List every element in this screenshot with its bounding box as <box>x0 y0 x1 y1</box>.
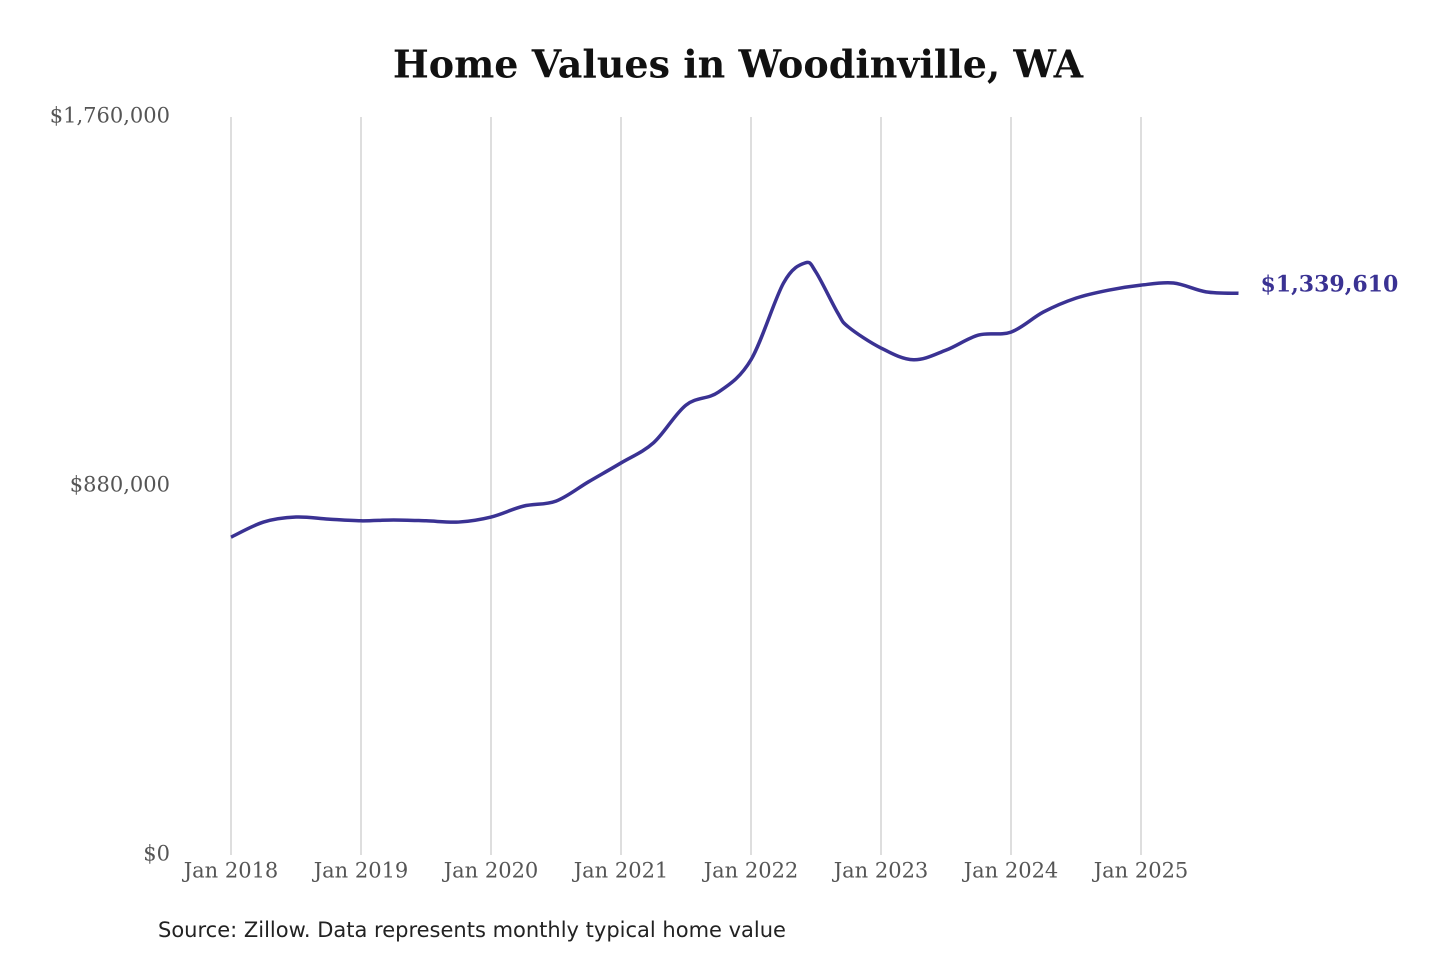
source-note: Source: Zillow. Data represents monthly … <box>158 918 786 942</box>
x-tick-label: Jan 2021 <box>572 859 669 883</box>
x-tick-label: Jan 2025 <box>1092 859 1189 883</box>
value-label: $1,339,610 <box>1261 271 1399 297</box>
chart-title: Home Values in Woodinville, WA <box>393 42 1084 87</box>
y-tick-label: $0 <box>143 842 170 866</box>
y-tick-label: $1,760,000 <box>50 104 170 128</box>
x-tick-label: Jan 2024 <box>962 859 1059 883</box>
x-tick-label: Jan 2019 <box>312 859 409 883</box>
x-tick-label: Jan 2018 <box>182 859 279 883</box>
x-tick-label: Jan 2022 <box>702 859 799 883</box>
y-tick-label: $880,000 <box>70 473 170 497</box>
line <box>230 260 1239 539</box>
x-tick-label: Jan 2020 <box>442 859 539 883</box>
x-tick-label: Jan 2023 <box>832 859 929 883</box>
